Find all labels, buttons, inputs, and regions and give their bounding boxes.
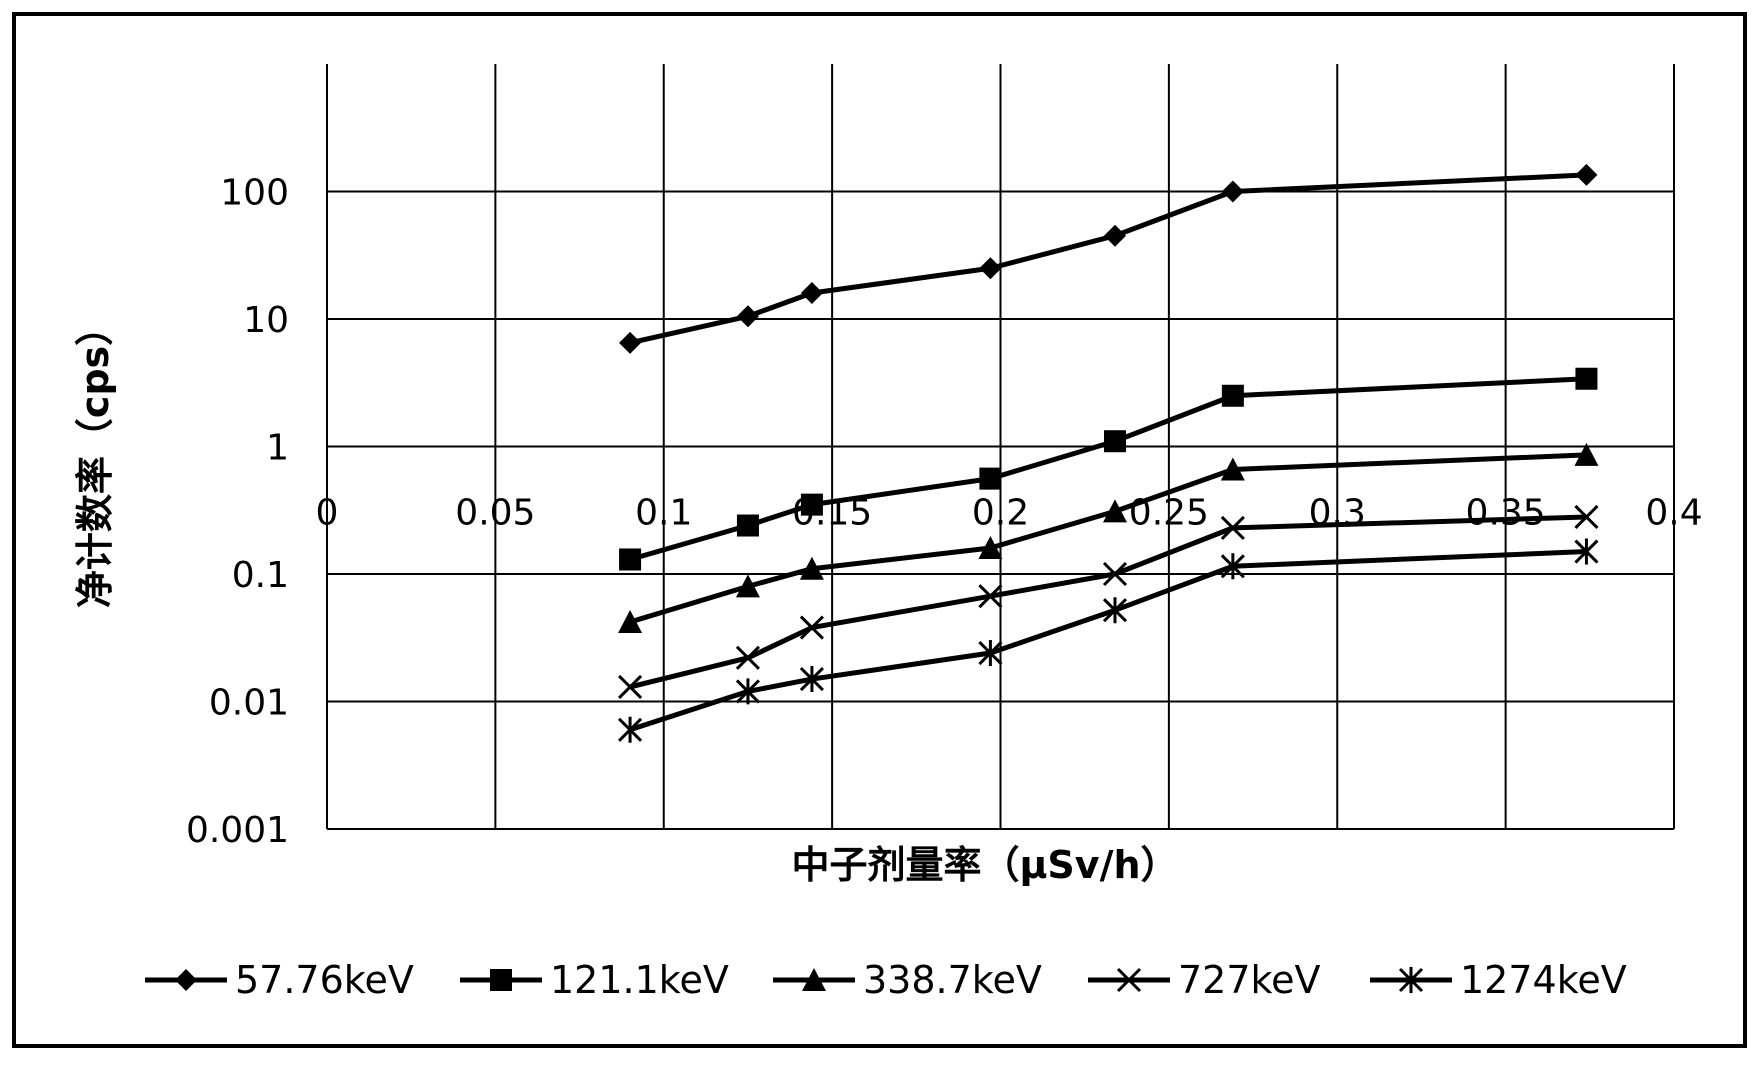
x-tick-label: 0.2 bbox=[972, 493, 1029, 534]
data-point bbox=[1104, 430, 1126, 452]
data-point bbox=[1222, 385, 1244, 407]
legend-label: 338.7keV bbox=[863, 958, 1042, 1002]
y-tick-label: 1 bbox=[266, 428, 289, 469]
data-point bbox=[1575, 368, 1597, 390]
data-point bbox=[619, 548, 641, 570]
x-tick-label: 0.05 bbox=[455, 493, 535, 534]
x-tick-label: 0.25 bbox=[1129, 493, 1209, 534]
x-tick-label: 0.4 bbox=[1645, 493, 1702, 534]
x-axis-title: 中子剂量率（μSv/h） bbox=[791, 843, 1178, 887]
y-tick-label: 0.1 bbox=[232, 555, 289, 596]
legend-label: 1274keV bbox=[1460, 958, 1627, 1002]
x-tick-label: 0 bbox=[316, 493, 339, 534]
data-point bbox=[737, 515, 759, 537]
x-tick-label: 0.1 bbox=[635, 493, 692, 534]
x-tick-label: 0.35 bbox=[1466, 493, 1546, 534]
y-tick-label: 0.001 bbox=[186, 810, 289, 851]
legend-label: 121.1keV bbox=[550, 958, 729, 1002]
data-point bbox=[801, 494, 823, 516]
legend-label: 57.76keV bbox=[235, 958, 414, 1002]
y-axis-title: 净计数率（cps） bbox=[73, 308, 117, 608]
y-tick-label: 0.01 bbox=[209, 683, 289, 724]
data-point bbox=[979, 468, 1001, 490]
y-tick-label: 100 bbox=[220, 173, 289, 214]
y-tick-label: 10 bbox=[243, 300, 289, 341]
legend-label: 727keV bbox=[1178, 958, 1321, 1002]
legend-marker bbox=[490, 969, 512, 991]
